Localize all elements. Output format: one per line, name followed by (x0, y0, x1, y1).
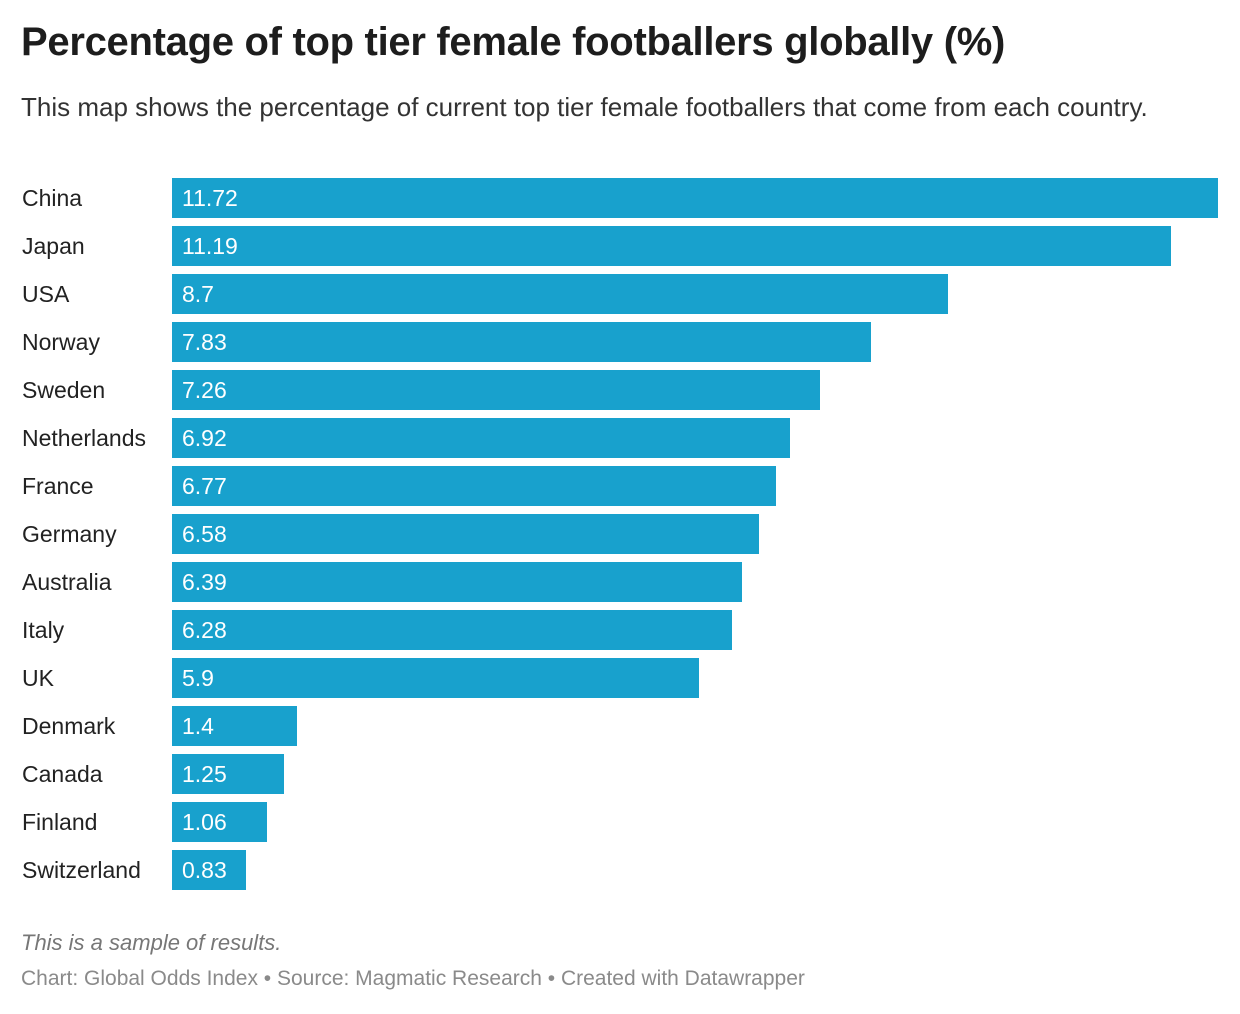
bar-row: Germany 6.58 (0, 514, 1240, 554)
category-label: Finland (22, 809, 98, 835)
bar-row: Japan 11.19 (0, 226, 1240, 266)
category-label: Switzerland (22, 857, 141, 883)
bar (172, 610, 733, 650)
bar (172, 514, 760, 554)
bar-row: Australia 6.39 (0, 562, 1240, 602)
value-label: 6.77 (182, 473, 227, 499)
bar-row: Italy 6.28 (0, 610, 1240, 650)
bar (172, 226, 1171, 266)
bar-row: Canada 1.25 (0, 754, 1240, 794)
bar-row: Denmark 1.4 (0, 706, 1240, 746)
bar-row: Netherlands 6.92 (0, 418, 1240, 458)
bar-row: Sweden 7.26 (0, 370, 1240, 410)
chart-title: Percentage of top tier female footballer… (21, 20, 1005, 64)
chart-subtitle: This map shows the percentage of current… (21, 92, 1148, 122)
bar (172, 658, 699, 698)
category-label: Italy (22, 617, 65, 643)
bar (172, 466, 777, 506)
category-label: Netherlands (22, 425, 147, 451)
value-label: 1.06 (182, 809, 227, 835)
value-label: 11.72 (182, 185, 238, 211)
value-label: 7.83 (182, 329, 227, 355)
category-label: Canada (22, 761, 103, 787)
category-label: USA (22, 281, 70, 307)
value-label: 11.19 (182, 233, 238, 259)
bar-row: UK 5.9 (0, 658, 1240, 698)
category-label: Norway (22, 329, 100, 355)
bar (172, 418, 790, 458)
value-label: 1.25 (182, 761, 227, 787)
bar (172, 754, 284, 794)
chart-notes: This is a sample of results. (21, 930, 282, 955)
category-label: Australia (22, 569, 112, 595)
category-label: UK (22, 665, 54, 691)
bar-chart: China 11.72 Japan 11.19 USA 8.7 Norway 7.83 Swed… (0, 178, 1240, 898)
value-label: 1.4 (182, 713, 214, 739)
bar-row: USA 8.7 (0, 274, 1240, 314)
bar (172, 370, 820, 410)
bar-row: Finland 1.06 (0, 802, 1240, 842)
value-label: 8.7 (182, 281, 214, 307)
bar (172, 274, 949, 314)
bar-row: France 6.77 (0, 466, 1240, 506)
value-label: 6.58 (182, 521, 227, 547)
bar-row: Norway 7.83 (0, 322, 1240, 362)
category-label: France (22, 473, 94, 499)
value-label: 5.9 (182, 665, 214, 691)
bar-row: China 11.72 (0, 178, 1240, 218)
bar (172, 706, 297, 746)
bar (172, 802, 267, 842)
value-label: 6.28 (182, 617, 227, 643)
category-label: Sweden (22, 377, 106, 403)
value-label: 6.92 (182, 425, 227, 451)
bar (172, 178, 1218, 218)
value-label: 7.26 (182, 377, 227, 403)
category-label: China (22, 185, 83, 211)
bar (172, 850, 247, 890)
value-label: 6.39 (182, 569, 227, 595)
chart-footer: Chart: Global Odds Index • Source: Magma… (21, 967, 805, 990)
bar-row: Switzerland 0.83 (0, 850, 1240, 890)
bar (172, 322, 871, 362)
bar (172, 562, 743, 602)
value-label: 0.83 (182, 857, 227, 883)
category-label: Japan (22, 233, 85, 259)
category-label: Germany (22, 521, 117, 547)
category-label: Denmark (22, 713, 116, 739)
